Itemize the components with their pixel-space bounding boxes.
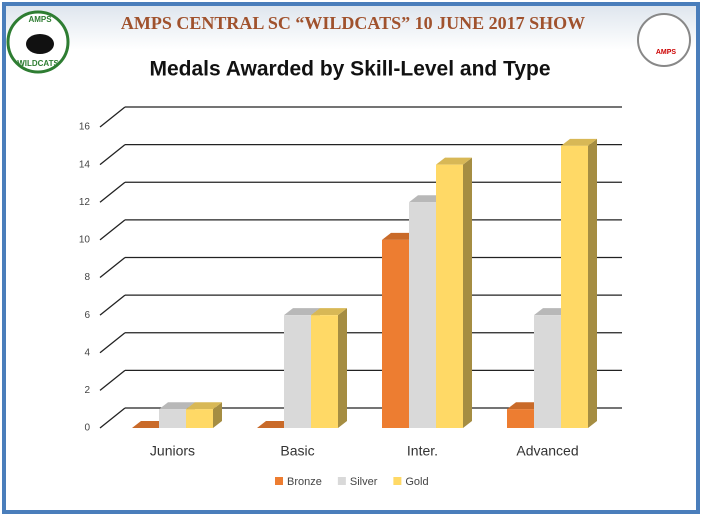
x-tick-label: Advanced (516, 443, 578, 459)
bar (284, 315, 311, 428)
legend-label: Bronze (287, 476, 322, 488)
bar-side (338, 308, 347, 428)
bar (436, 164, 463, 428)
bar-side (213, 402, 222, 428)
grid-line-depth (99, 144, 126, 166)
grid-line-depth (99, 407, 126, 429)
y-tick-label: 0 (84, 423, 90, 434)
grid-line-depth (99, 332, 126, 354)
right-logo (637, 13, 691, 67)
y-tick-label: 6 (84, 310, 90, 321)
grid-line-depth (99, 369, 126, 391)
bar (507, 409, 534, 428)
x-tick-label: Juniors (150, 443, 195, 459)
bar-top (561, 138, 597, 146)
x-tick-label: Basic (280, 443, 314, 459)
y-tick-label: 14 (79, 159, 91, 170)
legend-label: Silver (350, 476, 378, 488)
bar-top (436, 157, 472, 165)
logo-text: AMPS (28, 15, 52, 24)
logo-text: WILDCATS (17, 59, 59, 68)
legend-swatch (337, 477, 346, 485)
y-tick-label: 12 (79, 197, 91, 208)
grid-line-depth (99, 106, 126, 128)
bar-top (284, 308, 320, 316)
bar (534, 315, 561, 428)
grid-line-depth (99, 181, 126, 203)
left-logo-cat (26, 34, 54, 54)
x-tick-label: Inter. (407, 443, 438, 459)
bar (409, 202, 436, 428)
grid-line-depth (99, 294, 126, 316)
y-tick-label: 2 (84, 385, 90, 396)
bar (311, 315, 338, 428)
logo-text: AMPS (656, 49, 677, 56)
y-tick-label: 16 (79, 122, 91, 133)
grid-line-depth (99, 256, 126, 279)
bar (186, 409, 213, 428)
legend-swatch (275, 477, 283, 485)
bar-top (159, 402, 195, 410)
bar-top (186, 402, 222, 410)
y-tick-label: 8 (84, 272, 90, 283)
legend-label: Gold (405, 476, 428, 488)
legend-swatch (393, 477, 402, 485)
header-band (6, 6, 696, 50)
y-tick-label: 10 (79, 235, 91, 246)
bar (561, 145, 588, 428)
y-tick-label: 4 (84, 347, 90, 358)
grid-line-depth (99, 219, 126, 241)
bar (382, 239, 409, 428)
bar-top (311, 308, 347, 316)
header-title: AMPS CENTRAL SC “WILDCATS” 10 JUNE 2017 … (121, 13, 585, 33)
bar-side (463, 157, 472, 428)
bar (159, 409, 186, 428)
chart-title: Medals Awarded by Skill-Level and Type (149, 58, 550, 81)
bar-side (588, 138, 597, 428)
